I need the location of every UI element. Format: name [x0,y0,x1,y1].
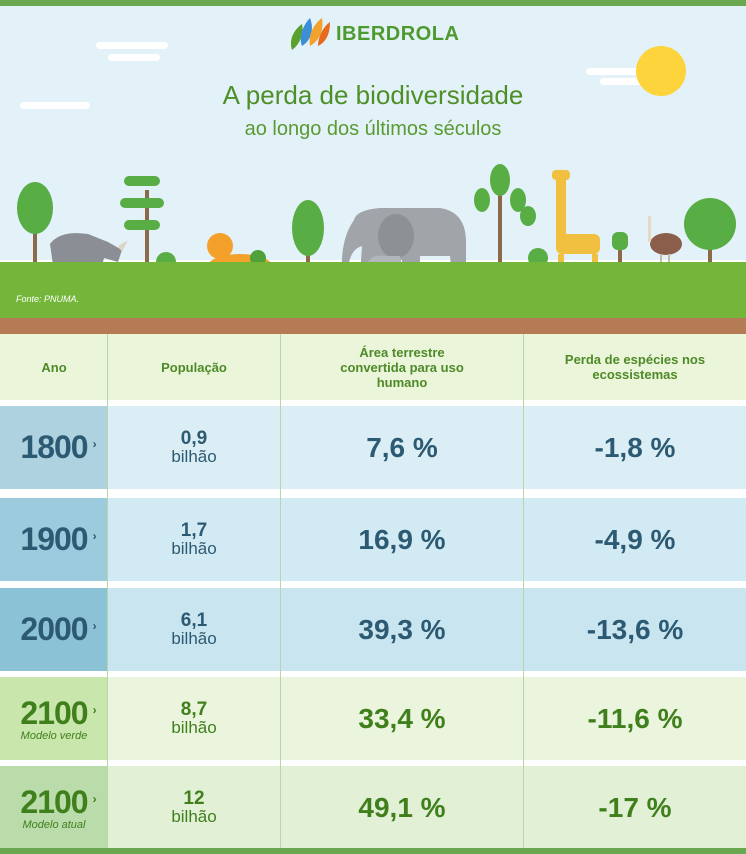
population-value: 12 [183,787,205,809]
model-label: Modelo verde [20,730,88,742]
year-cell: 2000 [0,588,108,671]
bottom-border [0,848,746,854]
sun-icon [636,46,686,96]
year-value: 2100 [20,784,95,821]
land-cell: 7,6 % [366,431,438,463]
population-cell: 12 bilhão [108,766,280,849]
elephant-icon [341,208,466,278]
year-cell: 2100Modelo verde [0,677,108,760]
population-value: 8,7 [180,698,208,720]
soil-strip [0,318,746,334]
land-cell: 16,9 % [358,523,446,555]
table-header: Ano População Área terrestre convertida … [0,334,746,400]
population-value: 1,7 [180,519,208,541]
brand-name: IBERDROLA [336,22,460,45]
source-note: Fonte: PNUMA. [16,294,80,304]
rhino-icon [50,233,128,274]
header-year: Ano [41,359,67,375]
species-cell: -1,8 % [594,431,676,463]
population-unit: bilhão [171,628,217,648]
page-subtitle: ao longo dos últimos séculos [244,118,502,140]
year-value: 2100 [20,695,95,732]
population-cell: 6,1 bilhão [108,588,280,671]
land-cell: 49,1 % [358,791,446,823]
page-title: A perda de biodiversidade [222,80,524,110]
population-cell: 0,9 bilhão [108,406,280,489]
model-label: Modelo atual [22,819,86,831]
header-population: População [161,359,227,375]
leaf-drops-icon [290,18,330,50]
brand-logo: IBERDROLA [288,14,459,54]
land-cell: 39,3 % [358,613,446,645]
population-value: 6,1 [180,609,208,631]
species-cell: -17 % [598,791,672,823]
year-value: 1800 [20,429,95,466]
year-value: 1900 [20,521,95,558]
top-border [0,0,746,6]
population-unit: bilhão [171,717,217,737]
population-cell: 1,7 bilhão [108,498,280,581]
year-cell: 1900 [0,498,108,581]
year-cell: 2100Modelo atual [0,766,108,849]
species-cell: -11,6 % [587,702,683,734]
population-unit: bilhão [171,538,217,558]
population-unit: bilhão [171,446,217,466]
grass-ground [0,262,746,320]
population-unit: bilhão [171,806,217,826]
species-cell: -4,9 % [594,523,676,555]
population-cell: 8,7 bilhão [108,677,280,760]
land-cell: 33,4 % [358,702,446,734]
year-value: 2000 [20,611,95,648]
header-species: Perda de espécies nos ecossistemas [564,352,706,382]
species-cell: -13,6 % [586,613,684,645]
header-land: Área terrestre convertida para uso human… [340,344,464,390]
population-value: 0,9 [180,427,208,449]
year-cell: 1800 [0,406,108,489]
